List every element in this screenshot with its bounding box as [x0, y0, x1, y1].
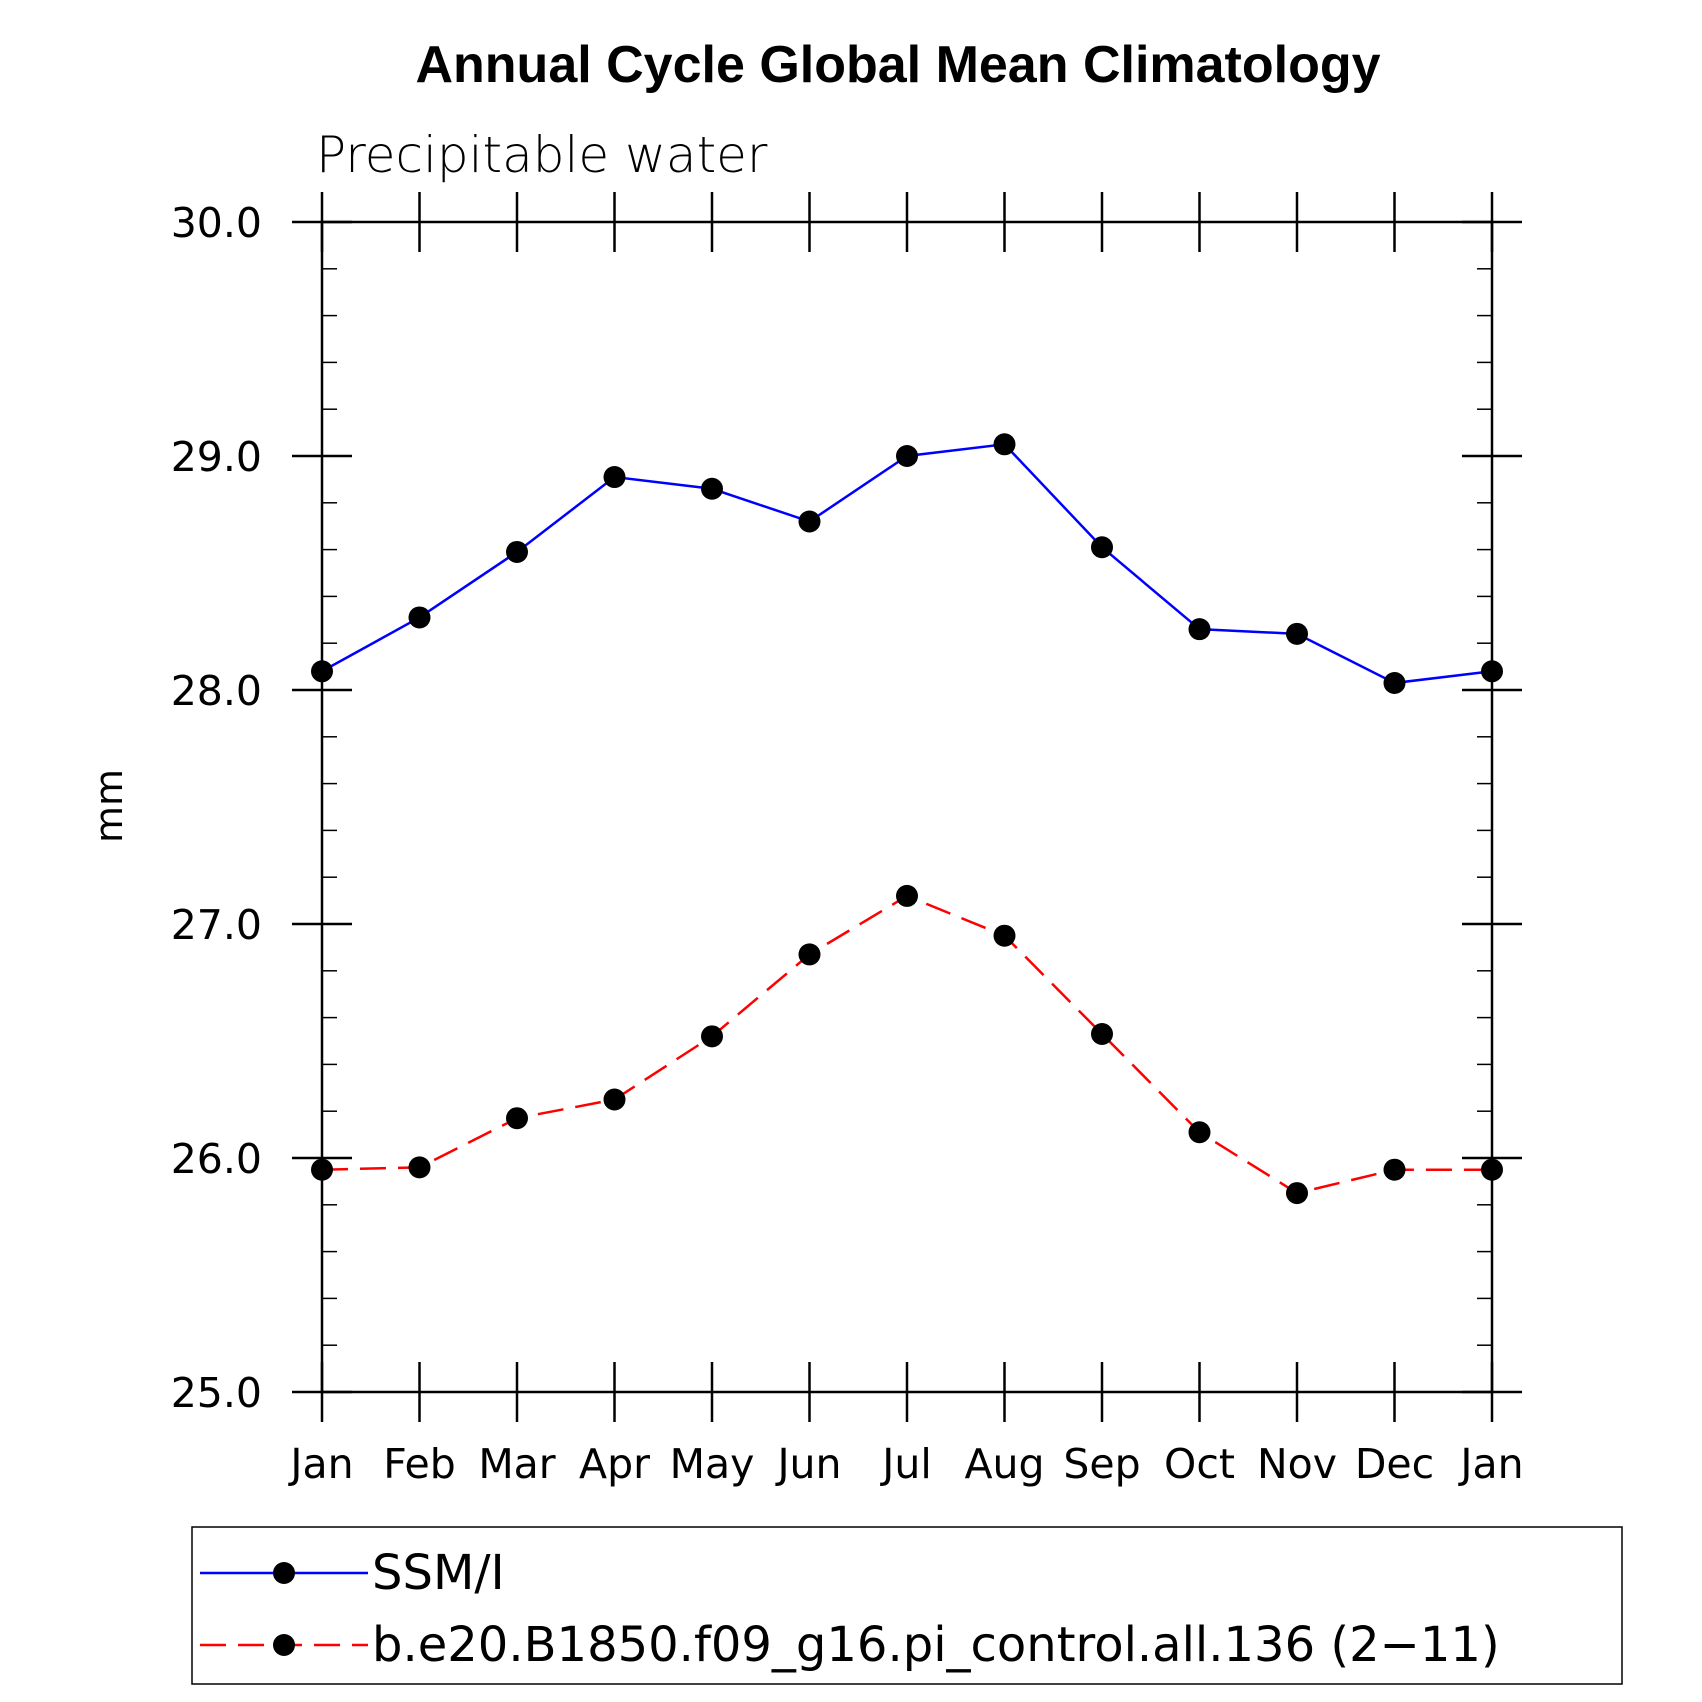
data-point: [896, 884, 918, 907]
x-tick-label: Jun: [774, 1440, 841, 1488]
legend-label-1: SSM/I: [372, 1545, 505, 1601]
x-tick-label: Oct: [1164, 1440, 1235, 1488]
data-point: [1091, 536, 1113, 559]
data-point: [311, 1158, 333, 1181]
data-point: [408, 606, 431, 629]
x-tick-label: Aug: [964, 1440, 1044, 1488]
data-point: [1383, 1158, 1406, 1181]
legend-marker-2: [273, 1634, 295, 1656]
data-point: [798, 510, 821, 533]
y-axis-label: mm: [87, 769, 131, 843]
x-tick-label: May: [670, 1440, 755, 1488]
x-tick-label: Nov: [1257, 1440, 1337, 1488]
data-point: [1481, 660, 1503, 683]
chart-title: Annual Cycle Global Mean Climatology: [415, 36, 1380, 94]
data-point: [311, 660, 333, 683]
legend: SSM/I b.e20.B1850.f09_g16.pi_control.all.…: [200, 1545, 1500, 1673]
data-point: [603, 1088, 626, 1111]
legend-box: [191, 1526, 1623, 1685]
x-tick-label: Sep: [1063, 1440, 1140, 1488]
x-tick-label: Jan: [1457, 1440, 1523, 1488]
data-point: [993, 924, 1016, 947]
data-point: [1188, 618, 1211, 641]
y-tick-label: 26.0: [171, 1135, 262, 1183]
x-tick-label: Mar: [478, 1440, 555, 1488]
x-tick-label: Apr: [579, 1440, 650, 1488]
series-line-1: [321, 442, 1493, 685]
data-point: [1286, 622, 1308, 645]
data-point: [1091, 1022, 1113, 1045]
chart-subtitle: Precipitable water: [316, 126, 768, 184]
y-tick-label: 29.0: [171, 433, 262, 481]
x-tick-label: Jul: [879, 1440, 931, 1488]
y-tick-labels: 25.0 26.0 27.0 28.0 29.0 30.0: [171, 199, 262, 1417]
data-point: [798, 943, 821, 966]
y-tick-label: 28.0: [171, 667, 262, 715]
data-point: [701, 1025, 723, 1048]
series-line-2: [321, 894, 1492, 1195]
data-point: [896, 445, 918, 467]
x-tick-label: Jan: [287, 1440, 353, 1488]
legend-marker-1: [273, 1562, 295, 1584]
y-tick-label: 27.0: [171, 901, 262, 949]
y-tick-label: 30.0: [171, 199, 262, 247]
x-tick-labels: Jan Feb Mar Apr May Jun Jul Aug Sep Oct Nov Dec Jan: [287, 1440, 1523, 1488]
data-point: [408, 1156, 431, 1179]
x-tick-label: Feb: [383, 1440, 456, 1488]
legend-label-2: b.e20.B1850.f09_g16.pi_control.all.136 (…: [372, 1617, 1500, 1673]
data-point: [701, 477, 723, 500]
data-point: [603, 466, 626, 489]
data-point: [506, 1107, 528, 1130]
data-point: [993, 433, 1016, 456]
axis-ticks: [292, 192, 1522, 1422]
x-tick-label: Dec: [1355, 1440, 1434, 1488]
data-point: [1286, 1182, 1308, 1205]
series-layer: [311, 433, 1503, 1205]
data-point: [1481, 1158, 1503, 1181]
data-point: [1383, 671, 1406, 694]
y-tick-label: 25.0: [171, 1369, 262, 1417]
data-point: [506, 540, 528, 563]
plot-frame: [320, 220, 1494, 1394]
data-point: [1188, 1121, 1211, 1144]
